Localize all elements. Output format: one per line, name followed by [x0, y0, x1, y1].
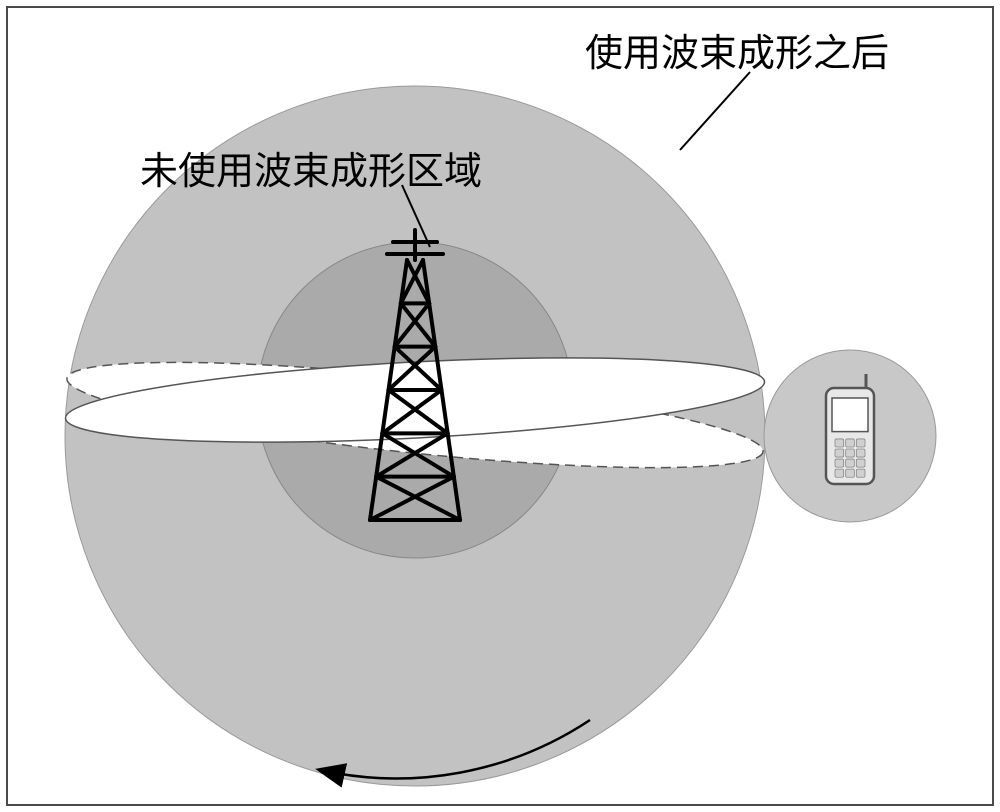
- label-after-beamforming: 使用波束成形之后: [585, 22, 889, 77]
- phone-icon: [826, 374, 874, 484]
- diagram-container: 使用波束成形之后 未使用波束成形区域: [0, 0, 1000, 812]
- diagram-svg: [0, 0, 1000, 812]
- leader-line-after: [680, 72, 750, 150]
- label-no-beamforming-area: 未使用波束成形区域: [140, 140, 482, 195]
